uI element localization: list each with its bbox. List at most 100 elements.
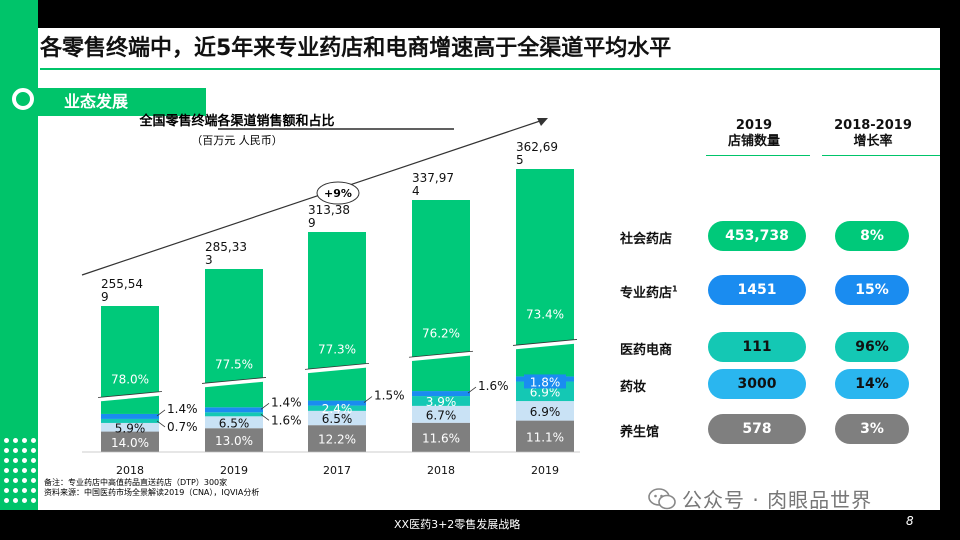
- bar-segment-医药电商-2: [308, 405, 366, 411]
- bar-segment-养生馆-3: [412, 422, 470, 452]
- bar-segment-专业药店-2: [308, 400, 366, 406]
- label-bg-professional: [524, 374, 566, 389]
- decorative-dot: [31, 488, 36, 493]
- data-label-professional-1: 1.4%: [271, 395, 302, 409]
- decorative-dot: [13, 488, 18, 493]
- data-label-social-4: 73.4%: [526, 307, 564, 321]
- decorative-dot: [31, 448, 36, 453]
- decorative-dot: [22, 498, 27, 503]
- data-label-ecommerce-1: 1.6%: [271, 413, 302, 427]
- bar-segment-医药电商-1: [205, 412, 263, 417]
- title-underline: [40, 68, 940, 70]
- data-label-health-3: 11.6%: [422, 431, 460, 445]
- growth-rate-pill: 14%: [835, 369, 909, 399]
- leader-line: [260, 402, 270, 410]
- axis-break-mark: [201, 377, 267, 388]
- leader-line: [156, 409, 166, 417]
- data-label-professional-4: 1.8%: [530, 375, 561, 389]
- store-count-pill: 453,738: [708, 221, 806, 251]
- row-label: 养生馆: [620, 421, 659, 440]
- header-store-count-label: 店铺数量: [727, 134, 780, 149]
- bar-segment-社会药店-3: [412, 200, 470, 392]
- total-label-tail-4: 5: [516, 153, 524, 167]
- bar-segment-医药电商-0: [101, 418, 159, 423]
- bar-segment-养生馆-2: [308, 425, 366, 452]
- watermark-text: 公众号 · 肉眼品世界: [682, 488, 873, 512]
- decorative-dot: [4, 488, 9, 493]
- data-label-professional-3: 1.6%: [478, 379, 509, 393]
- bars-layer: 14.0%5.9%78.0%0.7%1.4%255,549201813.0%6.…: [97, 140, 578, 477]
- row-label-text: 药妆: [620, 380, 647, 395]
- store-count-pill: 3000: [708, 369, 806, 399]
- decorative-dot: [31, 458, 36, 463]
- footer-title: XX医药3+2零售发展战略: [394, 518, 521, 531]
- decorative-dot: [31, 498, 36, 503]
- data-label-cosmetics-4: 6.9%: [530, 405, 561, 419]
- row-label-footnote-mark: 1: [672, 284, 678, 294]
- total-label-tail-1: 3: [205, 253, 213, 267]
- x-tick-label-1: 2019: [220, 464, 248, 477]
- wechat-icon: [648, 488, 676, 510]
- decorative-dot: [31, 468, 36, 473]
- data-label-social-2: 77.3%: [318, 342, 356, 356]
- total-label-2: 313,38: [308, 203, 350, 217]
- right-black-band: [940, 0, 960, 540]
- ring-icon: [12, 88, 34, 110]
- header-store-count: 2019 店铺数量: [714, 118, 794, 150]
- growth-rate-pill: 3%: [835, 414, 909, 444]
- row-label: 医药电商: [620, 339, 672, 358]
- bar-segment-专业药店-3: [412, 391, 470, 397]
- leader-line: [467, 386, 477, 394]
- decorative-dot: [4, 458, 9, 463]
- bar-segment-专业药店-1: [205, 407, 263, 413]
- footnote-source: 资料来源：中国医药市场全景解读2019（CNA），IQVIA分析: [44, 488, 260, 497]
- growth-label: +9%: [324, 187, 352, 200]
- data-label-ecommerce-2: 2.4%: [322, 402, 353, 416]
- growth-trend: +9%: [81, 118, 548, 276]
- x-tick-label-2: 2017: [323, 464, 351, 477]
- data-label-ecommerce-3: 3.9%: [426, 395, 457, 409]
- decorative-dot: [22, 448, 27, 453]
- data-label-health-2: 12.2%: [318, 433, 356, 447]
- axis-break-line: [512, 339, 578, 346]
- data-label-social-3: 76.2%: [422, 327, 460, 341]
- x-tick-label-0: 2018: [116, 464, 144, 477]
- bar-segment-专业药店-0: [101, 413, 159, 419]
- total-label-tail-0: 9: [101, 290, 109, 304]
- row-label: 药妆: [620, 376, 646, 395]
- section-tag: 业态发展: [38, 88, 206, 116]
- data-label-social-0: 78.0%: [111, 373, 149, 387]
- bar-segment-药妆-3: [412, 405, 470, 423]
- total-label-4: 362,69: [516, 140, 558, 154]
- decorative-dot: [4, 438, 9, 443]
- chart-title: 全国零售终端各渠道销售额和占比: [138, 113, 334, 129]
- decorative-dot: [13, 468, 18, 473]
- stacked-bar-chart: 全国零售终端各渠道销售额和占比 （百万元 人民币） +9% 14.0%5.9% 7…: [81, 113, 580, 477]
- data-label-cosmetics-2: 6.5%: [322, 412, 353, 426]
- decorative-dot: [13, 438, 18, 443]
- leader-line: [363, 396, 373, 403]
- total-label-tail-2: 9: [308, 216, 316, 230]
- top-black-band: [0, 0, 960, 28]
- total-label-tail-3: 4: [412, 184, 420, 198]
- bar-segment-药妆-4: [516, 401, 574, 421]
- page-title: 各零售终端中，近5年来专业药店和电商增速高于全渠道平均水平: [40, 36, 672, 61]
- data-label-health-0: 14.0%: [111, 436, 149, 450]
- bar-segment-社会药店-1: [205, 269, 263, 408]
- data-label-health-4: 11.1%: [526, 430, 564, 444]
- axis-break-line: [97, 391, 163, 398]
- store-count-pill: 578: [708, 414, 806, 444]
- data-label-social-1: 77.5%: [215, 358, 253, 372]
- axis-break-mark: [408, 351, 474, 362]
- decorative-dot: [31, 438, 36, 443]
- data-label-cosmetics-1: 6.5%: [219, 416, 250, 430]
- row-label-text: 医药电商: [620, 343, 673, 358]
- decorative-dot: [22, 488, 27, 493]
- decorative-dot: [13, 478, 18, 483]
- decorative-dot: [13, 448, 18, 453]
- bar-segment-养生馆-1: [205, 428, 263, 452]
- row-label-text: 专业药店: [620, 286, 673, 301]
- leader-line: [156, 420, 166, 428]
- axis-break-line: [304, 363, 370, 370]
- total-label-3: 337,97: [412, 171, 454, 185]
